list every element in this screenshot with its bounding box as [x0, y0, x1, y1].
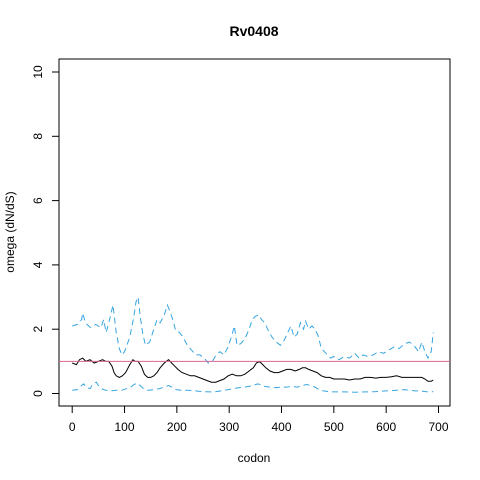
x-axis: 0 100 200 300 400 500 600 700 — [69, 405, 449, 434]
series-line-lower — [72, 381, 434, 393]
y-tick-label: 4 — [31, 261, 45, 268]
x-tick-label: 500 — [324, 420, 344, 434]
series-line-estimate — [72, 357, 434, 383]
y-axis: 0 2 4 6 8 10 — [31, 65, 60, 397]
x-axis-label: codon — [238, 451, 271, 465]
series-line-upper — [72, 295, 434, 364]
y-tick-label: 6 — [31, 197, 45, 204]
x-tick-label: 0 — [69, 420, 76, 434]
y-tick-label: 8 — [31, 133, 45, 140]
y-tick-label: 10 — [31, 65, 45, 79]
y-tick-label: 2 — [31, 326, 45, 333]
x-tick-label: 200 — [167, 420, 187, 434]
x-tick-label: 400 — [271, 420, 291, 434]
chart-title: Rv0408 — [229, 23, 278, 39]
x-tick-label: 100 — [115, 420, 135, 434]
y-tick-label: 0 — [31, 390, 45, 397]
plot-frame — [58, 58, 451, 407]
series-layer — [59, 295, 450, 393]
y-axis-label: omega (dN/dS) — [3, 191, 17, 272]
x-tick-label: 700 — [428, 420, 448, 434]
x-tick-label: 300 — [219, 420, 239, 434]
x-tick-label: 600 — [376, 420, 396, 434]
